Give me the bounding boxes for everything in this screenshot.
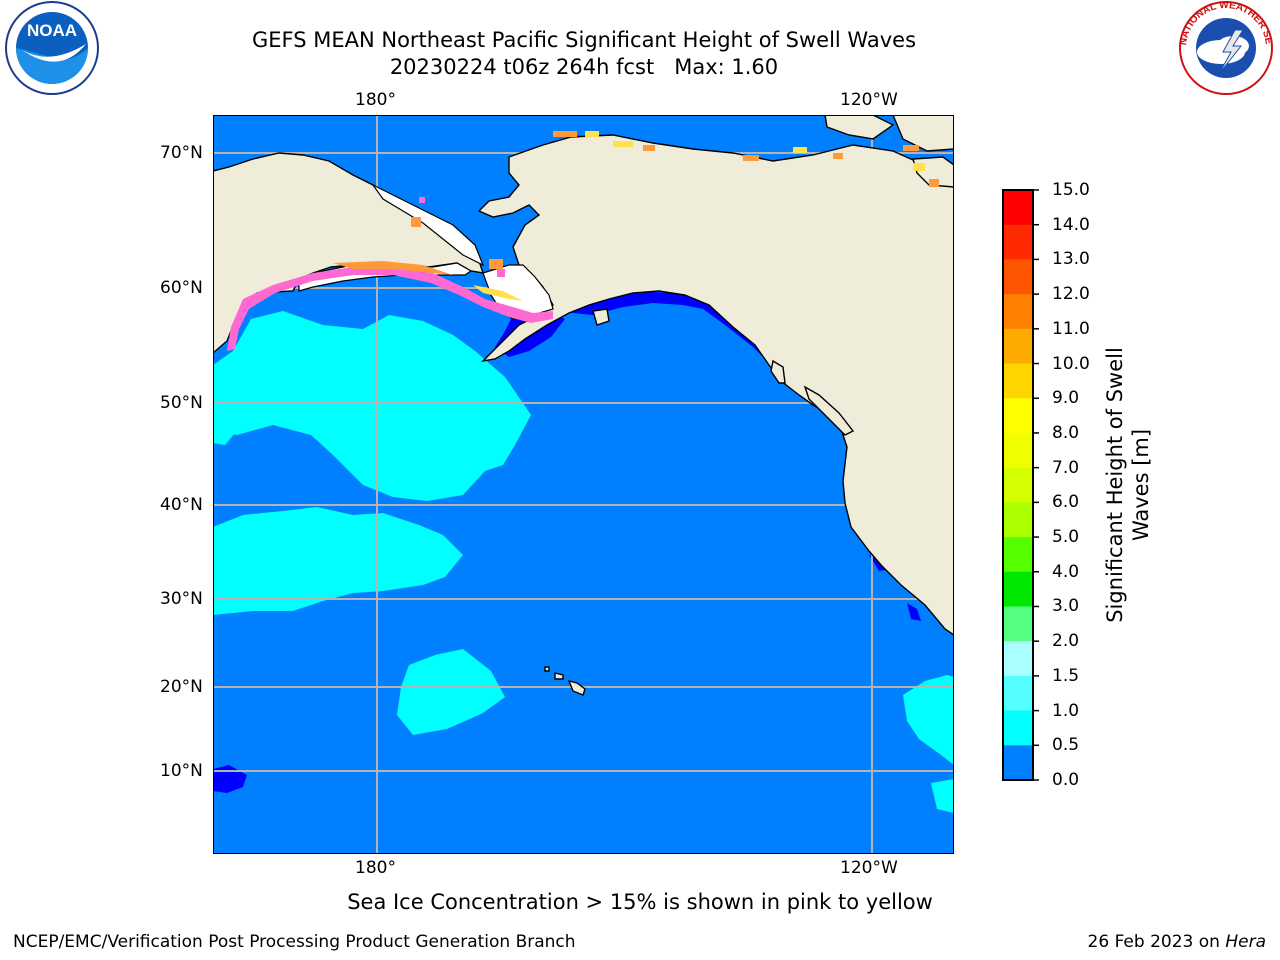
lat-label-60n: 60°N [160,278,203,298]
colorbar-tick-label: 3.0 [1052,596,1080,617]
lon-label-bottom-120w: 120°W [840,858,898,878]
colorbar-tick-label: 1.0 [1052,700,1080,721]
colorbar-label-line1: Significant Height of Swell [1103,347,1127,623]
svg-text:NOAA: NOAA [27,21,77,40]
lat-label-40n: 40°N [160,495,203,515]
footer-date: 26 Feb 2023 on [1087,932,1226,952]
colorbar-ticks: 15.0 14.0 13.0 12.0 11.0 10.0 9.0 8.0 7.0 6.0 5.0 4… [1052,180,1112,800]
colorbar-label-line2: Waves [m] [1129,428,1153,542]
colorbar-tick-label: 5.0 [1052,527,1080,548]
colorbar-segment [1003,571,1033,607]
colorbar-segment [1003,398,1033,434]
colorbar-tick-label: 7.0 [1052,457,1080,478]
colorbar-tick-label: 8.0 [1052,422,1080,443]
lat-label-10n: 10°N [160,761,203,781]
lat-label-30n: 30°N [160,589,203,609]
colorbar-tick-label: 0.5 [1052,735,1080,756]
lat-label-70n: 70°N [160,143,203,163]
noaa-logo: NOAA [5,1,99,95]
colorbar-tick-label: 2.0 [1052,631,1080,652]
colorbar-tick-label: 11.0 [1052,318,1090,339]
colorbar-segment [1003,259,1033,295]
colorbar-segment [1003,363,1033,399]
colorbar-segment [1003,432,1033,469]
colorbar-frame [1002,189,1034,781]
colorbar-segment [1003,328,1033,365]
colorbar-tick-label: 6.0 [1052,492,1080,513]
nws-logo: NATIONAL WEATHER SERVICE [1175,0,1274,95]
colorbar-segment [1003,190,1033,226]
lat-label-20n: 20°N [160,677,203,697]
lon-label-top-120w: 120°W [840,90,898,110]
lon-label-bottom-180: 180° [355,858,396,878]
colorbar-label: Significant Height of Swell Waves [m] [1102,347,1154,623]
lon-label-top-180: 180° [355,90,396,110]
colorbar-segment [1003,294,1033,330]
colorbar-tick-label: 13.0 [1052,249,1090,270]
colorbar-segment [1003,224,1033,260]
title-line1: GEFS MEAN Northeast Pacific Significant … [251,28,917,52]
land-masses [213,115,954,696]
colorbar-segment [1003,467,1033,503]
colorbar-tick-label: 10.0 [1052,353,1090,374]
colorbar-segment [1003,537,1033,573]
colorbar [1002,189,1039,781]
colorbar-tick-label: 12.0 [1052,284,1090,305]
swell-high-patches [213,311,954,813]
colorbar-segment [1003,641,1033,677]
colorbar-tick-label: 1.5 [1052,665,1080,686]
title-line2: 20230224 t06z 264h fcst Max: 1.60 [389,55,779,79]
colorbar-tick-label: 9.0 [1052,388,1080,409]
footer-host: Hera [1225,932,1266,952]
colorbar-tick-label: 0.0 [1052,770,1080,790]
colorbar-tick-label: 4.0 [1052,561,1080,582]
colorbar-segment [1003,745,1033,781]
colorbar-tick-label: 14.0 [1052,214,1090,235]
footer-left: NCEP/EMC/Verification Post Processing Pr… [13,932,576,952]
colorbar-segment [1003,606,1033,642]
colorbar-segment [1003,675,1033,712]
colorbar-segment [1003,502,1033,538]
lat-label-50n: 50°N [160,393,203,413]
colorbar-tick-label: 15.0 [1052,180,1090,200]
colorbar-segment [1003,710,1033,746]
footer-right: 26 Feb 2023 on Hera [1088,932,1266,952]
map-panel [213,115,954,854]
sea-ice-overlay [227,131,939,351]
sea-ice-note: Sea Ice Concentration > 15% is shown in … [347,890,933,914]
